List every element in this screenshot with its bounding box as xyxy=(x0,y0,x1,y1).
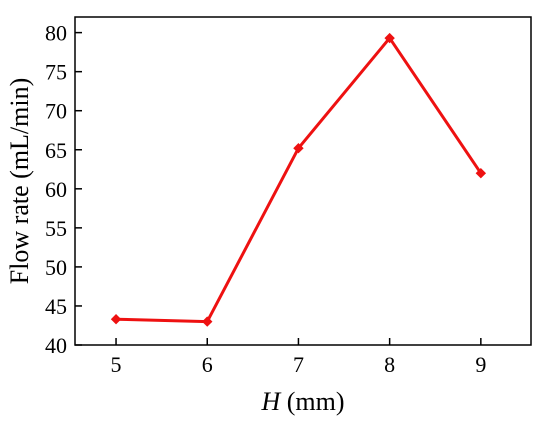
y-axis-label: Flow rate (mL/min) xyxy=(5,78,34,285)
series-flow-rate xyxy=(110,32,487,327)
plot-frame xyxy=(74,16,532,346)
x-axis-ticks: 5 6 7 8 9 xyxy=(111,338,486,377)
x-tick-label: 5 xyxy=(111,352,122,377)
y-tick-label: 75 xyxy=(45,60,67,85)
y-tick-label: 45 xyxy=(45,294,67,319)
data-point-marker xyxy=(475,167,487,179)
y-tick-label: 50 xyxy=(45,255,67,280)
x-axis-label: H (mm) xyxy=(260,387,344,416)
series-line xyxy=(116,36,483,324)
y-tick-label: 55 xyxy=(45,216,67,241)
data-point-marker xyxy=(384,32,395,44)
x-tick-label: 9 xyxy=(475,352,486,377)
y-tick-label: 65 xyxy=(45,138,67,163)
data-point-marker xyxy=(293,142,304,154)
y-tick-label: 80 xyxy=(45,21,67,46)
x-tick-label: 7 xyxy=(293,352,304,377)
data-point-marker xyxy=(110,314,122,325)
y-tick-label: 70 xyxy=(45,99,67,124)
x-tick-label: 6 xyxy=(202,352,213,377)
x-axis-label-symbol: H xyxy=(260,387,281,416)
y-axis-ticks: 40 45 50 55 60 65 70 75 80 xyxy=(45,21,82,358)
y-tick-label: 60 xyxy=(45,177,67,202)
x-axis-label-unit: (mm) xyxy=(280,387,344,416)
data-point-marker xyxy=(202,316,213,327)
x-tick-label: 8 xyxy=(384,352,395,377)
y-tick-label: 40 xyxy=(45,333,67,358)
